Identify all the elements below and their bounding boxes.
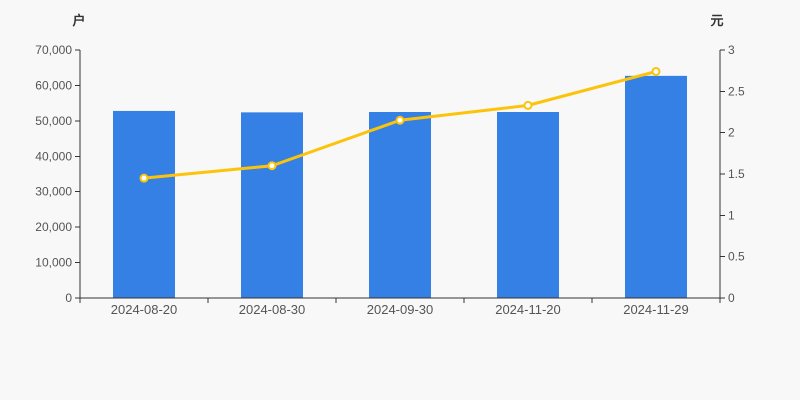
left-axis-tick-label: 40,000 (35, 149, 72, 163)
left-axis-tick-label: 50,000 (35, 114, 72, 128)
bar-2024-09-30[interactable] (369, 112, 431, 298)
x-axis-label: 2024-08-30 (239, 302, 306, 317)
bar-2024-08-30[interactable] (241, 112, 303, 299)
line-point-2024-08-30[interactable] (267, 161, 277, 171)
right-axis-unit-label: 元 (710, 13, 724, 28)
left-axis-tick-label: 70,000 (35, 43, 72, 57)
left-axis-tick-label: 20,000 (35, 220, 72, 234)
right-axis-tick-label: 0 (728, 291, 735, 305)
left-axis-unit-label: 户 (72, 13, 86, 28)
line-point-2024-11-20[interactable] (523, 100, 533, 110)
line-point-2024-08-20[interactable] (139, 173, 149, 183)
line-point-2024-09-30[interactable] (395, 115, 405, 125)
x-axis-label: 2024-09-30 (367, 302, 434, 317)
right-axis-tick-label: 1 (728, 208, 735, 222)
x-axis-label: 2024-11-29 (623, 302, 689, 317)
right-axis-tick-label: 2 (728, 126, 735, 140)
bar-2024-11-29[interactable] (625, 75, 687, 298)
x-axis-label: 2024-11-20 (495, 302, 561, 317)
right-axis-tick-label: 0.5 (728, 250, 745, 264)
right-axis-tick-label: 1.5 (728, 167, 745, 181)
line-point-2024-11-29[interactable] (651, 66, 661, 76)
x-axis-label: 2024-08-20 (111, 302, 178, 317)
right-axis-tick-label: 2.5 (728, 84, 745, 98)
left-axis-tick-label: 30,000 (35, 185, 72, 199)
right-axis-tick-label: 3 (728, 43, 735, 57)
left-axis-tick-label: 60,000 (35, 78, 72, 92)
left-axis-tick-label: 0 (65, 291, 72, 305)
left-axis-tick-label: 10,000 (35, 256, 72, 270)
bar-2024-08-20[interactable] (113, 110, 175, 299)
bar-2024-11-20[interactable] (497, 112, 559, 298)
